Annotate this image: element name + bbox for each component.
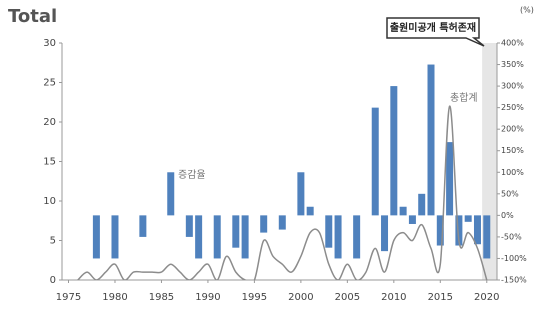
y2-tick-label: -150%	[501, 276, 527, 285]
bar	[213, 215, 221, 259]
bar	[418, 193, 426, 216]
y2-tick-label: 300%	[501, 82, 524, 91]
bar	[334, 215, 342, 259]
y-tick-label: 10	[43, 196, 56, 207]
bar	[167, 172, 175, 216]
y2-tick-label: 50%	[501, 189, 519, 198]
bar	[446, 142, 454, 216]
bar	[241, 215, 249, 259]
bar	[455, 215, 463, 246]
bar	[473, 215, 481, 245]
bar	[325, 215, 333, 248]
x-tick-label: 2000	[288, 292, 313, 303]
y-tick-label: 0	[50, 275, 56, 286]
y-tick-label: 15	[43, 157, 56, 168]
bar	[195, 215, 203, 259]
series-label: 총합계	[450, 92, 478, 104]
y2-tick-label: 350%	[501, 60, 524, 69]
bar	[306, 206, 314, 216]
bar	[427, 64, 435, 216]
annotation: 출원미공개 특허존재	[390, 21, 476, 34]
y-tick-label: 20	[43, 117, 56, 128]
x-tick-label: 1990	[195, 292, 220, 303]
bar	[278, 215, 286, 230]
x-tick-label: 1980	[102, 292, 127, 303]
bar	[483, 215, 491, 259]
bar	[260, 215, 268, 233]
bar	[92, 215, 100, 259]
line	[77, 105, 488, 280]
y2-tick-label: -50%	[501, 232, 522, 241]
x-tick-label: 2015	[428, 292, 453, 303]
bar	[232, 215, 240, 248]
y2-tick-label: 150%	[501, 146, 524, 155]
bar	[353, 215, 361, 259]
bar	[381, 215, 389, 252]
y-tick-label: 30	[43, 38, 56, 49]
y-tick-label: 25	[43, 78, 56, 89]
bar	[185, 215, 193, 237]
y2-tick-label: -100%	[501, 254, 527, 263]
bar	[297, 172, 305, 216]
bar	[436, 215, 444, 246]
bar	[464, 215, 472, 222]
y2-tick-label: 100%	[501, 168, 524, 177]
y2-tick-label: 0%	[501, 211, 514, 220]
y2-tick-label: 400%	[501, 39, 524, 48]
y2-unit: (%)	[520, 6, 534, 15]
y2-tick-label: 200%	[501, 125, 524, 134]
bar	[399, 206, 407, 216]
x-tick-label: 1985	[149, 292, 174, 303]
annotation-box	[386, 17, 485, 47]
x-tick-label: 2020	[474, 292, 499, 303]
chart-title: Total	[8, 6, 57, 27]
bar	[408, 215, 416, 224]
bar	[139, 215, 147, 237]
x-tick-label: 1995	[242, 292, 267, 303]
y2-tick-label: 250%	[501, 103, 524, 112]
x-tick-label: 1975	[56, 292, 81, 303]
x-tick-label: 2005	[335, 292, 360, 303]
bar	[111, 215, 119, 259]
series-label: 증감율	[178, 169, 206, 181]
x-tick-label: 2010	[381, 292, 406, 303]
bar	[390, 86, 398, 216]
bar	[371, 107, 379, 216]
y-tick-label: 5	[50, 236, 56, 247]
